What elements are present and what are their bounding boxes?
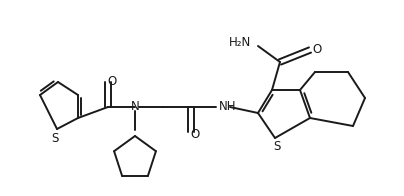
Text: S: S [274, 141, 281, 153]
Text: O: O [107, 74, 117, 87]
Text: O: O [312, 43, 322, 55]
Text: S: S [51, 132, 59, 144]
Text: H₂N: H₂N [229, 35, 251, 48]
Text: N: N [130, 100, 139, 113]
Text: NH: NH [219, 100, 236, 113]
Text: O: O [190, 128, 200, 141]
